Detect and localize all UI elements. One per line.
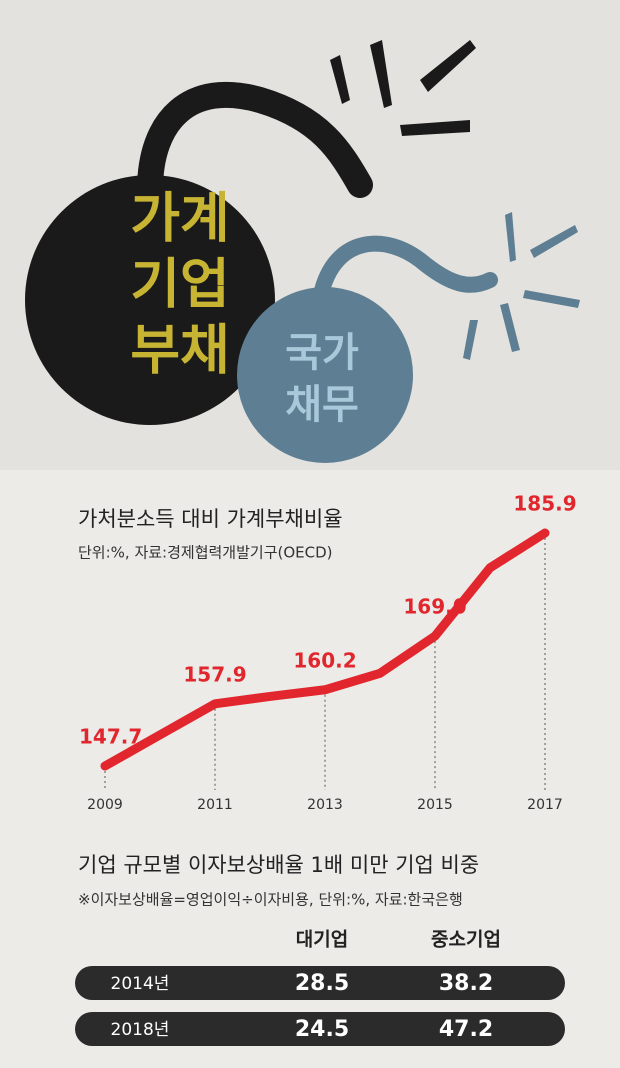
value-label: 157.9 — [183, 662, 246, 686]
table-value: 28.5 — [295, 971, 349, 996]
x-tick-label: 2013 — [307, 797, 343, 813]
big-bomb — [25, 175, 275, 425]
column-header: 중소기업 — [431, 929, 501, 951]
x-tick-label: 2015 — [417, 797, 453, 813]
bomb-label: 기업 — [130, 253, 229, 316]
table-value: 47.2 — [439, 1017, 493, 1042]
small-sparks — [463, 212, 580, 360]
bomb-label: 국가 — [285, 330, 359, 376]
table-value: 24.5 — [295, 1017, 349, 1042]
table-title: 기업 규모별 이자보상배율 1배 미만 기업 비중 — [78, 853, 479, 877]
chart-subtitle: 단위:%, 자료:경제협력개발기구(OECD) — [78, 544, 333, 562]
small-fuse — [312, 235, 498, 308]
row-bg — [75, 1012, 565, 1046]
sparks — [330, 40, 476, 136]
value-label: 147.7 — [79, 725, 142, 749]
bomb-label: 부채 — [130, 319, 229, 382]
value-label: 169.0 — [403, 595, 466, 619]
table-note: ※이자보상배율=영업이익÷이자비용, 단위:%, 자료:한국은행 — [78, 891, 463, 909]
column-header: 대기업 — [296, 929, 348, 951]
row-bg — [75, 966, 565, 1000]
value-label: 160.2 — [293, 648, 356, 672]
row-label: 2018년 — [111, 1020, 170, 1040]
x-tick-label: 2011 — [197, 797, 233, 813]
x-tick-label: 2017 — [527, 797, 563, 813]
row-label: 2014년 — [111, 974, 170, 994]
x-tick-label: 2009 — [87, 797, 123, 813]
line — [100, 528, 550, 771]
small-bomb — [237, 287, 413, 463]
table-value: 38.2 — [439, 971, 493, 996]
bomb-label: 가계 — [130, 187, 229, 250]
bomb-label: 채무 — [285, 382, 359, 428]
value-label: 185.9 — [513, 492, 576, 516]
chart-title: 가처분소득 대비 가계부채비율 — [78, 507, 343, 531]
fuse — [137, 81, 373, 203]
